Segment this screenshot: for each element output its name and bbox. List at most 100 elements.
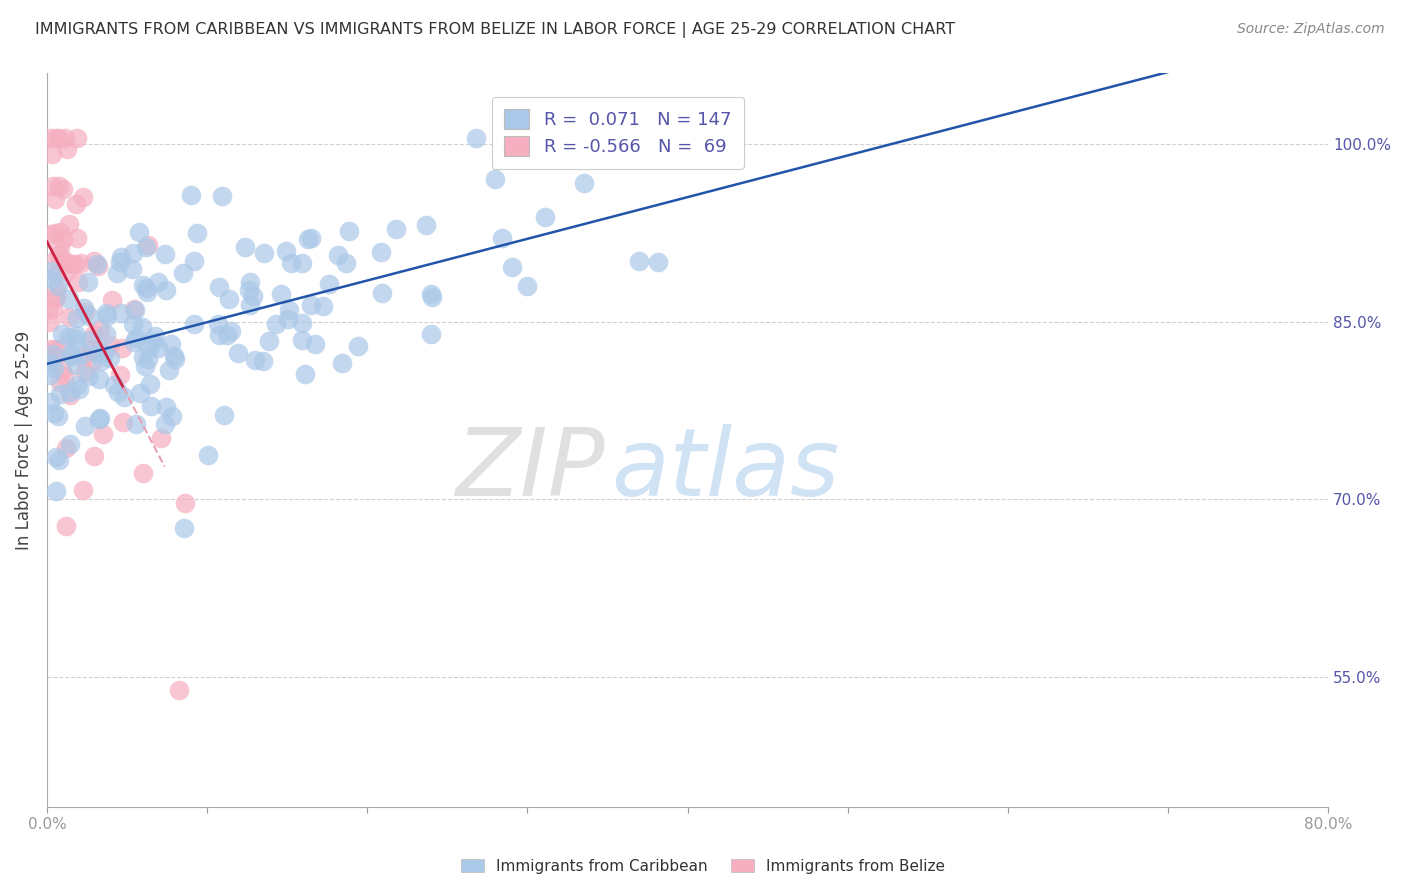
Point (370, 244, 392, 259)
Point (89, 411, 111, 425)
Point (87, 347, 110, 361)
Point (163, 352, 186, 367)
Point (135, 281, 157, 295)
Point (107, 385, 129, 400)
Point (44, 292, 66, 306)
Point (75, 365, 97, 379)
Y-axis label: In Labor Force | Age 25-29: In Labor Force | Age 25-29 (15, 330, 32, 549)
Point (58, 330, 80, 344)
Point (58, 217, 80, 231)
Point (159, 336, 181, 351)
Point (125, 417, 148, 431)
Point (318, 277, 340, 291)
Point (53, 341, 76, 355)
Point (76, 275, 98, 289)
Point (45, 450, 67, 464)
Point (215, 328, 238, 343)
Point (169, 683, 191, 698)
Point (87, 412, 110, 426)
Point (37, 302, 59, 317)
Point (242, 289, 264, 303)
Point (142, 334, 165, 349)
Point (48, 386, 70, 401)
Point (65, 333, 87, 347)
Point (39, 315, 62, 329)
Point (72, 301, 94, 316)
Point (257, 334, 280, 348)
Point (87, 259, 110, 273)
Point (174, 496, 197, 510)
Point (299, 231, 322, 245)
Point (125, 331, 148, 345)
Point (534, 210, 557, 224)
Point (75, 305, 97, 319)
Point (143, 328, 166, 343)
Point (48, 452, 70, 467)
Point (328, 248, 350, 262)
Point (52, 182, 75, 196)
Point (39, 227, 62, 242)
Point (211, 189, 233, 203)
Point (330, 356, 353, 370)
Point (75, 418, 97, 433)
Point (59, 346, 82, 360)
Point (157, 362, 180, 376)
Point (59, 437, 82, 451)
Point (60, 257, 83, 271)
Text: atlas: atlas (610, 424, 839, 515)
Point (48, 240, 70, 254)
Point (65, 197, 87, 211)
Point (44, 406, 66, 420)
Point (77, 369, 100, 384)
Point (150, 431, 173, 445)
Point (146, 341, 169, 355)
Point (347, 339, 370, 353)
Point (94, 326, 117, 341)
Point (112, 390, 135, 404)
Point (294, 367, 316, 381)
Point (183, 254, 205, 268)
Point (335, 255, 357, 269)
Point (128, 225, 150, 239)
Point (491, 231, 513, 245)
Point (464, 131, 486, 145)
Point (49, 375, 72, 389)
Point (48, 248, 70, 262)
Point (59, 384, 82, 399)
Legend: R =  0.071   N = 147, R = -0.566   N =  69: R = 0.071 N = 147, R = -0.566 N = 69 (492, 96, 744, 169)
Point (48, 178, 70, 193)
Point (98, 351, 121, 365)
Point (138, 341, 160, 355)
Point (48, 279, 70, 293)
Point (226, 345, 249, 359)
Text: ZIP: ZIP (454, 424, 605, 515)
Text: Source: ZipAtlas.com: Source: ZipAtlas.com (1237, 22, 1385, 37)
Point (53, 131, 76, 145)
Point (103, 377, 125, 392)
Point (297, 231, 319, 245)
Point (371, 286, 394, 301)
Point (270, 287, 292, 301)
Point (647, 254, 669, 268)
Point (280, 256, 302, 270)
Point (55, 518, 77, 533)
Point (77, 309, 100, 323)
Point (45, 282, 67, 296)
Point (160, 409, 183, 424)
Point (134, 359, 156, 374)
Point (291, 334, 314, 348)
Point (45, 252, 67, 267)
Point (245, 352, 267, 367)
Point (155, 417, 177, 431)
Point (49, 225, 72, 239)
Point (48, 131, 70, 145)
Point (42, 360, 65, 375)
Point (121, 317, 143, 331)
Point (51, 327, 73, 342)
Point (337, 224, 360, 238)
Point (83, 353, 105, 368)
Point (155, 283, 177, 297)
Point (131, 319, 153, 334)
Point (233, 240, 256, 254)
Point (56, 264, 79, 278)
